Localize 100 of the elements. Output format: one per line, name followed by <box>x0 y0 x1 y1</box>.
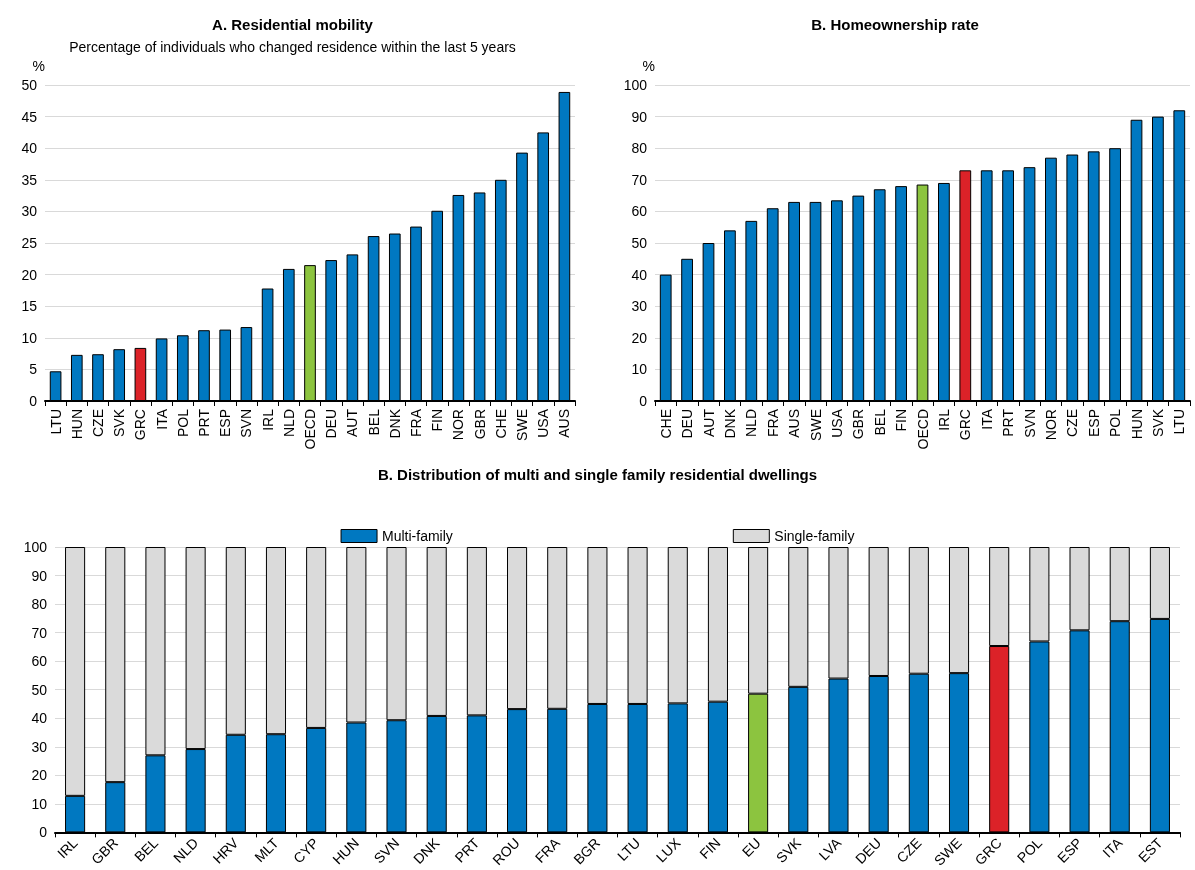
y-tick-label: 35 <box>21 171 38 188</box>
x-tick-label: LTU <box>613 834 644 864</box>
x-tick-label: GRC <box>132 409 149 441</box>
y-tick-label: 90 <box>631 108 648 125</box>
y-tick-label: 80 <box>631 140 648 157</box>
x-tick-label: ESP <box>217 409 234 438</box>
x-tick-label: DNK <box>721 408 738 439</box>
x-tick-label: ITA <box>978 408 995 430</box>
x-tick-label: BEL <box>365 408 382 436</box>
x-tick-label: FRA <box>764 408 781 437</box>
x-tick-label: POL <box>1013 834 1046 866</box>
y-tick-label: 90 <box>31 567 48 584</box>
y-tick-label: 5 <box>29 361 38 378</box>
y-tick-label: 45 <box>21 108 38 125</box>
y-tick-label: 0 <box>39 824 48 841</box>
x-tick-label: LTU <box>47 409 64 435</box>
y-tick-label: 100 <box>623 77 648 93</box>
y-tick-label: 40 <box>21 140 38 157</box>
x-tick-label: DNK <box>386 408 403 439</box>
y-tick-label: 50 <box>21 77 38 93</box>
x-tick-label: FIN <box>893 409 910 432</box>
x-tick-label: HUN <box>68 409 85 440</box>
x-tick-label: EU <box>738 834 764 860</box>
y-tick-label: 60 <box>631 203 648 220</box>
x-tick-label: DEU <box>679 409 696 439</box>
chart-subtitle: Percentage of individuals who changed residence within the last 5 years <box>69 38 516 55</box>
x-tick-label: CHE <box>492 409 509 439</box>
x-tick-label: SWE <box>807 409 824 441</box>
x-tick-label: ITA <box>153 408 170 430</box>
x-tick-label: SVK <box>111 408 128 438</box>
y-tick-label: 100 <box>23 539 48 555</box>
y-tick-label: 10 <box>21 329 38 346</box>
y-tick-label: 80 <box>31 596 48 613</box>
y-tick-label: 70 <box>631 171 648 188</box>
x-tick-label: POL <box>174 408 191 438</box>
x-tick-label: NLD <box>743 409 760 438</box>
y-tick-label: 70 <box>31 624 48 641</box>
x-tick-label: DEU <box>323 409 340 439</box>
x-tick-label: SVN <box>238 409 255 438</box>
x-tick-label: POL <box>1107 408 1124 438</box>
x-tick-label: HUN <box>1128 409 1145 440</box>
y-tick-label: 20 <box>31 767 48 784</box>
y-tick-label: 40 <box>31 710 48 727</box>
x-tick-label: NOR <box>450 409 467 441</box>
y-tick-label: 25 <box>21 235 38 251</box>
y-tick-label: 10 <box>31 795 48 812</box>
x-tick-label: NOR <box>1042 409 1059 441</box>
y-tick-label: 0 <box>29 393 38 409</box>
chart-title: B. Distribution of multi and single family residential dwellings <box>377 466 818 483</box>
y-tick-label: 20 <box>21 266 38 283</box>
legend-label: Single-family <box>774 528 855 544</box>
x-tick-label: PRT <box>1000 408 1017 437</box>
y-tick-label: 30 <box>31 738 48 755</box>
y-tick-label: 15 <box>21 298 38 315</box>
x-tick-label: CZE <box>90 409 106 437</box>
y-tick-label: 30 <box>21 203 38 220</box>
x-tick-label: AUS <box>556 409 573 438</box>
y-tick-label: 30 <box>631 298 648 315</box>
x-tick-label: USA <box>535 408 552 438</box>
y-tick-label: 50 <box>631 235 648 251</box>
x-tick-label: CHE <box>657 409 674 439</box>
x-tick-label: LVA <box>815 834 845 864</box>
x-tick-label: FRA <box>531 834 564 866</box>
x-tick-label: GRC <box>957 409 974 441</box>
x-tick-label: SVN <box>1021 409 1038 438</box>
x-tick-label: IRL <box>259 408 276 431</box>
x-tick-label: ITA <box>1099 834 1126 861</box>
x-tick-label: OECD <box>302 409 318 450</box>
y-tick-label: 10 <box>631 361 648 378</box>
y-tick-label: 50 <box>31 681 48 698</box>
x-tick-label: GBR <box>471 409 488 440</box>
x-tick-label: AUT <box>344 408 361 437</box>
x-tick-label: USA <box>828 408 845 438</box>
legend-label: Multi-family <box>382 528 453 544</box>
x-tick-label: IRL <box>54 834 81 862</box>
x-tick-label: SWE <box>514 409 530 441</box>
y-tick-label: 20 <box>631 329 648 346</box>
x-tick-label: FRA <box>408 408 424 437</box>
x-tick-label: FIN <box>429 409 446 432</box>
y-tick-label: 0 <box>639 393 648 409</box>
y-tick-label: 40 <box>631 266 648 283</box>
x-tick-label: GBR <box>850 409 867 440</box>
x-tick-label: AUS <box>786 409 803 438</box>
x-tick-label: NLD <box>280 409 297 438</box>
x-tick-label: IRL <box>935 408 952 431</box>
chart-title: B. Homeownership rate <box>811 16 979 33</box>
x-tick-label: PRT <box>196 408 212 437</box>
x-tick-label: BEL <box>131 834 162 865</box>
x-tick-label: FIN <box>696 834 724 862</box>
y-axis-title: % <box>32 58 45 74</box>
y-axis-title: % <box>642 58 655 74</box>
x-tick-label: ESP <box>1085 409 1102 438</box>
x-tick-label: CZE <box>1064 409 1081 437</box>
chart-title: A. Residential mobility <box>212 16 374 33</box>
x-tick-label: OECD <box>914 409 931 450</box>
x-tick-label: BEL <box>871 408 888 436</box>
x-tick-label: AUT <box>700 408 717 437</box>
x-tick-label: SVK <box>1149 408 1166 438</box>
x-tick-label: LTU <box>1171 409 1188 435</box>
y-tick-label: 60 <box>31 653 48 670</box>
